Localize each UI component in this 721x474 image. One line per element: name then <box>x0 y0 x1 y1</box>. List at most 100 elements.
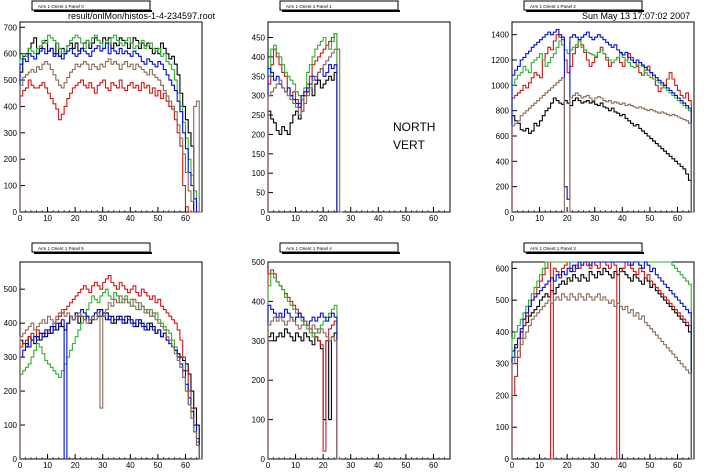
panel-title-shadow <box>34 252 152 254</box>
y-tick-label: 300 <box>252 337 266 346</box>
series-green-line <box>511 40 694 213</box>
panel-title: Arm 1 Orient 1 Panel 4 <box>286 246 332 251</box>
x-tick-label: 50 <box>401 214 410 223</box>
y-tick-label: 0 <box>505 455 510 464</box>
plot-frame <box>267 21 451 213</box>
x-tick-label: 30 <box>346 214 355 223</box>
y-tick-label: 0 <box>505 208 510 217</box>
y-tick-label: 100 <box>4 421 18 430</box>
y-tick-label: 0 <box>13 208 18 217</box>
x-tick-label: 10 <box>43 461 52 469</box>
x-tick-label: 30 <box>346 461 355 469</box>
y-tick-label: 200 <box>4 387 18 396</box>
y-tick-label: 600 <box>496 264 510 273</box>
annotation-north: NORTH <box>393 120 436 134</box>
y-tick-label: 1200 <box>491 56 509 65</box>
y-tick-label: 100 <box>496 423 510 432</box>
y-tick-label: 200 <box>496 391 510 400</box>
panel-title: Arm 1 Orient 1 Panel 2 <box>530 4 576 9</box>
series-blue-line <box>267 304 340 460</box>
x-tick-label: 50 <box>153 214 162 223</box>
x-tick-label: 60 <box>429 214 438 223</box>
y-tick-label: 400 <box>4 319 18 328</box>
series-blue-line <box>19 309 202 460</box>
x-tick-label: 0 <box>266 461 271 469</box>
x-tick-label: 40 <box>126 214 135 223</box>
x-tick-label: 30 <box>590 214 599 223</box>
y-tick-label: 350 <box>252 72 266 81</box>
y-tick-label: 300 <box>4 129 18 138</box>
y-tick-label: 100 <box>4 182 18 191</box>
x-tick-label: 30 <box>590 461 599 469</box>
panel-title: Arm 1 Orient 1 Panel 3 <box>530 246 576 251</box>
y-tick-label: 500 <box>4 285 18 294</box>
x-tick-label: 40 <box>374 214 383 223</box>
panel-1: Arm 1 Orient 1 Panel 0010020030040050060… <box>4 0 203 223</box>
panel-title-shadow <box>282 10 400 12</box>
x-tick-label: 40 <box>374 461 383 469</box>
series-red-line <box>19 79 202 213</box>
y-tick-label: 300 <box>496 360 510 369</box>
x-tick-label: 30 <box>98 214 107 223</box>
series-blue-line <box>267 64 340 213</box>
series-black-line <box>267 328 340 460</box>
panel-title-shadow <box>282 252 400 254</box>
series-green-line <box>267 33 340 213</box>
series-blue-line <box>511 29 694 213</box>
series-brown-line <box>267 316 340 460</box>
x-tick-label: 10 <box>43 214 52 223</box>
x-tick-label: 20 <box>71 461 80 469</box>
x-tick-label: 0 <box>510 214 515 223</box>
x-tick-label: 60 <box>673 214 682 223</box>
x-tick-label: 30 <box>98 461 107 469</box>
series-brown-line <box>19 295 202 460</box>
panel-4: Arm 1 Orient 1 Panel 5 0 100 200 300 400 500 0 1… <box>4 242 203 470</box>
series-brown-line <box>511 77 694 213</box>
x-tick-label: 0 <box>18 214 23 223</box>
y-tick-label: 800 <box>496 107 510 116</box>
x-tick-label: 60 <box>673 461 682 469</box>
x-tick-label: 0 <box>266 214 271 223</box>
series-black-line <box>511 97 694 213</box>
y-tick-label: 400 <box>496 328 510 337</box>
y-tick-label: 200 <box>252 376 266 385</box>
y-tick-label: 150 <box>252 150 266 159</box>
x-tick-label: 50 <box>645 214 654 223</box>
panel-5: Arm 1 Orient 1 Panel 4 0 100 200 300 400 500 0 1… <box>252 242 451 470</box>
file-label: result/onlMon/histos-1-4-234597.root <box>68 11 216 21</box>
y-tick-label: 200 <box>252 130 266 139</box>
y-tick-label: 1400 <box>491 31 509 40</box>
panel-3: Arm 1 Orient 1 Panel 2020040060080010001… <box>491 0 695 223</box>
y-tick-label: 400 <box>4 102 18 111</box>
y-tick-label: 700 <box>4 23 18 32</box>
x-tick-label: 20 <box>563 461 572 469</box>
series-blue-line <box>511 261 694 460</box>
y-tick-label: 500 <box>496 296 510 305</box>
y-tick-label: 500 <box>4 76 18 85</box>
series-brown-line <box>267 48 343 213</box>
panel-title: Arm 1 Orient 1 Panel 1 <box>286 4 332 9</box>
panel-title-shadow <box>34 10 152 12</box>
y-tick-label: 400 <box>252 53 266 62</box>
y-tick-label: 0 <box>13 455 18 464</box>
y-tick-label: 250 <box>252 111 266 120</box>
y-tick-label: 200 <box>496 183 510 192</box>
x-tick-label: 20 <box>71 214 80 223</box>
y-tick-label: 500 <box>252 258 266 267</box>
x-tick-label: 40 <box>126 461 135 469</box>
series-green-line <box>19 34 202 213</box>
y-tick-label: 0 <box>261 208 266 217</box>
x-tick-label: 60 <box>181 461 190 469</box>
y-tick-label: 50 <box>256 189 265 198</box>
panel-6: Arm 1 Orient 1 Panel 3010020030040050060… <box>496 242 695 470</box>
x-tick-label: 0 <box>18 461 23 469</box>
x-tick-label: 0 <box>510 461 515 469</box>
series-brown-line <box>511 293 694 460</box>
y-tick-label: 600 <box>496 132 510 141</box>
x-tick-label: 50 <box>401 461 410 469</box>
x-tick-label: 10 <box>291 461 300 469</box>
panel-title: Arm 1 Orient 1 Panel 5 <box>38 246 84 251</box>
y-tick-label: 300 <box>4 353 18 362</box>
panel-title: Arm 1 Orient 1 Panel 0 <box>38 4 84 9</box>
